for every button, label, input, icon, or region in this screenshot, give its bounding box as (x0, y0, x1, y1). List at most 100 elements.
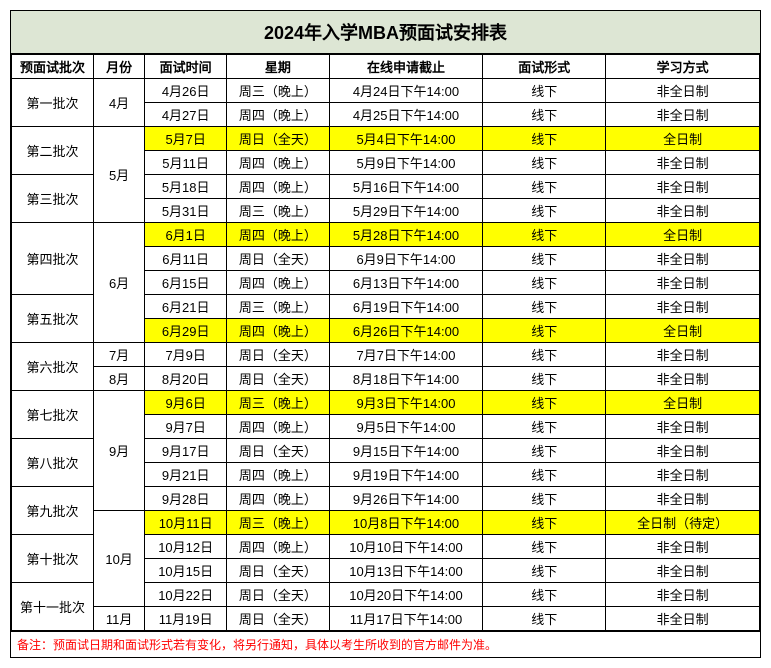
cell-format: 线下 (483, 535, 606, 559)
cell-date: 5月7日 (145, 127, 227, 151)
table-row: 第二批次5月5月7日周日（全天）5月4日下午14:00线下全日制 (12, 127, 760, 151)
cell-batch: 第一批次 (12, 79, 94, 127)
cell-format: 线下 (483, 199, 606, 223)
col-weekday: 星期 (227, 55, 329, 79)
cell-month: 10月 (93, 511, 144, 607)
cell-deadline: 5月29日下午14:00 (329, 199, 483, 223)
cell-format: 线下 (483, 103, 606, 127)
cell-weekday: 周四（晚上） (227, 103, 329, 127)
cell-weekday: 周四（晚上） (227, 415, 329, 439)
table-row: 10月10月11日周三（晚上）10月8日下午14:00线下全日制（待定） (12, 511, 760, 535)
cell-format: 线下 (483, 175, 606, 199)
cell-deadline: 11月17日下午14:00 (329, 607, 483, 631)
cell-study: 非全日制 (606, 415, 760, 439)
cell-month: 9月 (93, 391, 144, 511)
cell-format: 线下 (483, 511, 606, 535)
cell-weekday: 周三（晚上） (227, 79, 329, 103)
cell-deadline: 6月26日下午14:00 (329, 319, 483, 343)
cell-deadline: 10月13日下午14:00 (329, 559, 483, 583)
cell-format: 线下 (483, 415, 606, 439)
cell-deadline: 4月25日下午14:00 (329, 103, 483, 127)
cell-deadline: 10月20日下午14:00 (329, 583, 483, 607)
cell-study: 非全日制 (606, 175, 760, 199)
table-row: 第七批次9月9月6日周三（晚上）9月3日下午14:00线下全日制 (12, 391, 760, 415)
cell-study: 非全日制 (606, 463, 760, 487)
cell-deadline: 5月28日下午14:00 (329, 223, 483, 247)
table-row: 8月8月20日周日（全天）8月18日下午14:00线下非全日制 (12, 367, 760, 391)
cell-deadline: 10月10日下午14:00 (329, 535, 483, 559)
cell-study: 非全日制 (606, 607, 760, 631)
schedule-container: 2024年入学MBA预面试安排表 预面试批次 月份 面试时间 星期 在线申请截止… (10, 10, 761, 658)
cell-study: 非全日制 (606, 439, 760, 463)
cell-weekday: 周四（晚上） (227, 463, 329, 487)
cell-batch: 第四批次 (12, 223, 94, 295)
cell-batch: 第五批次 (12, 295, 94, 343)
cell-format: 线下 (483, 319, 606, 343)
cell-deadline: 10月8日下午14:00 (329, 511, 483, 535)
cell-date: 10月12日 (145, 535, 227, 559)
cell-weekday: 周三（晚上） (227, 391, 329, 415)
cell-date: 10月22日 (145, 583, 227, 607)
cell-format: 线下 (483, 463, 606, 487)
cell-study: 全日制 (606, 391, 760, 415)
footnote: 备注：预面试日期和面试形式若有变化，将另行通知，具体以考生所收到的官方邮件为准。 (11, 631, 760, 657)
col-date: 面试时间 (145, 55, 227, 79)
cell-date: 9月7日 (145, 415, 227, 439)
cell-month: 5月 (93, 127, 144, 223)
cell-weekday: 周日（全天） (227, 559, 329, 583)
cell-deadline: 7月7日下午14:00 (329, 343, 483, 367)
cell-weekday: 周四（晚上） (227, 535, 329, 559)
cell-weekday: 周日（全天） (227, 607, 329, 631)
cell-batch: 第二批次 (12, 127, 94, 175)
cell-format: 线下 (483, 127, 606, 151)
cell-date: 4月27日 (145, 103, 227, 127)
cell-format: 线下 (483, 247, 606, 271)
cell-format: 线下 (483, 343, 606, 367)
table-body: 第一批次4月4月26日周三（晚上）4月24日下午14:00线下非全日制4月27日… (12, 79, 760, 631)
cell-weekday: 周三（晚上） (227, 511, 329, 535)
cell-deadline: 8月18日下午14:00 (329, 367, 483, 391)
cell-date: 7月9日 (145, 343, 227, 367)
cell-month: 6月 (93, 223, 144, 343)
cell-date: 4月26日 (145, 79, 227, 103)
col-format: 面试形式 (483, 55, 606, 79)
cell-deadline: 9月19日下午14:00 (329, 463, 483, 487)
cell-date: 9月28日 (145, 487, 227, 511)
cell-study: 非全日制 (606, 151, 760, 175)
cell-date: 6月21日 (145, 295, 227, 319)
cell-weekday: 周四（晚上） (227, 319, 329, 343)
cell-study: 全日制（待定） (606, 511, 760, 535)
table-row: 第四批次6月6月1日周四（晚上）5月28日下午14:00线下全日制 (12, 223, 760, 247)
cell-weekday: 周日（全天） (227, 367, 329, 391)
cell-study: 非全日制 (606, 103, 760, 127)
cell-weekday: 周四（晚上） (227, 223, 329, 247)
cell-weekday: 周日（全天） (227, 343, 329, 367)
cell-study: 非全日制 (606, 583, 760, 607)
cell-date: 6月29日 (145, 319, 227, 343)
table-row: 第一批次4月4月26日周三（晚上）4月24日下午14:00线下非全日制 (12, 79, 760, 103)
cell-month: 11月 (93, 607, 144, 631)
cell-format: 线下 (483, 391, 606, 415)
cell-date: 5月11日 (145, 151, 227, 175)
cell-batch: 第三批次 (12, 175, 94, 223)
cell-weekday: 周日（全天） (227, 439, 329, 463)
cell-deadline: 5月16日下午14:00 (329, 175, 483, 199)
col-batch: 预面试批次 (12, 55, 94, 79)
cell-date: 10月11日 (145, 511, 227, 535)
cell-month: 7月 (93, 343, 144, 367)
cell-weekday: 周日（全天） (227, 127, 329, 151)
cell-format: 线下 (483, 295, 606, 319)
cell-batch: 第十批次 (12, 535, 94, 583)
cell-batch: 第九批次 (12, 487, 94, 535)
cell-deadline: 6月9日下午14:00 (329, 247, 483, 271)
cell-format: 线下 (483, 487, 606, 511)
cell-study: 非全日制 (606, 343, 760, 367)
cell-deadline: 6月19日下午14:00 (329, 295, 483, 319)
cell-month: 8月 (93, 367, 144, 391)
cell-study: 非全日制 (606, 295, 760, 319)
cell-deadline: 5月4日下午14:00 (329, 127, 483, 151)
cell-date: 10月15日 (145, 559, 227, 583)
cell-study: 非全日制 (606, 271, 760, 295)
cell-format: 线下 (483, 223, 606, 247)
cell-study: 非全日制 (606, 367, 760, 391)
